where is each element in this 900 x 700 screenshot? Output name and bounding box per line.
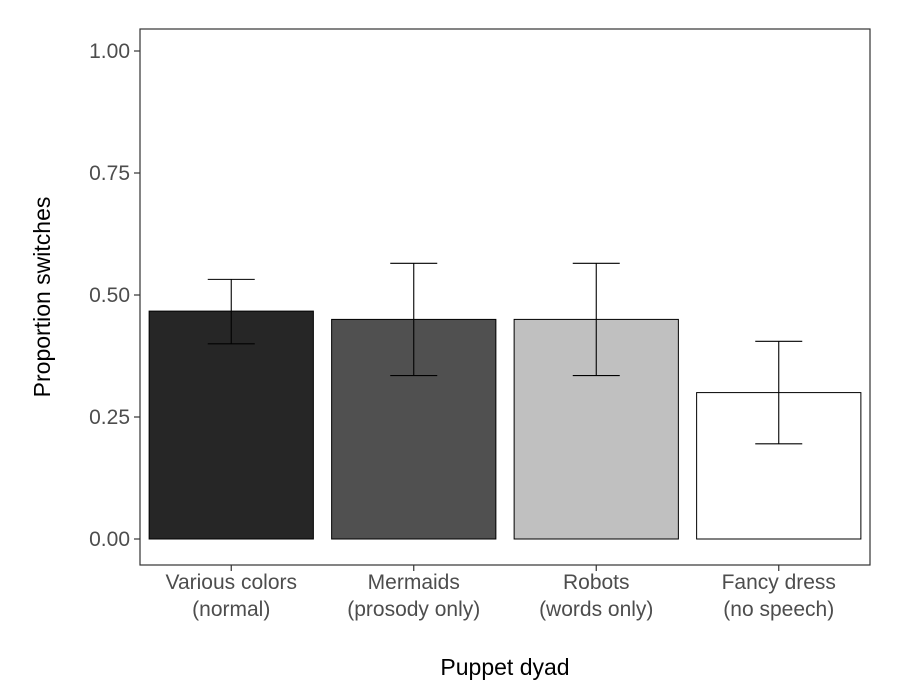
error-bars: [207, 262, 803, 445]
bar: [148, 310, 314, 540]
y-tick-label: 0.75: [89, 162, 130, 185]
error-bar: [207, 278, 255, 345]
x-axis: Various colors (normal) Mermaids (prosody o…: [166, 565, 836, 621]
y-tick-label: 0.00: [89, 528, 130, 551]
x-tick-label: Robots (words only): [539, 571, 653, 621]
y-tick-label: 0.50: [89, 284, 130, 307]
x-tick-label: Fancy dress (no speech): [722, 571, 836, 621]
y-tick-label: 0.25: [89, 406, 130, 429]
y-axis: 0.00 0.25 0.50 0.75 1.00: [89, 40, 140, 551]
error-bar: [755, 340, 803, 445]
y-tick-label: 1.00: [89, 40, 130, 63]
error-bar: [572, 262, 620, 377]
x-tick-label: Mermaids (prosody only): [347, 571, 480, 621]
error-bar: [390, 262, 438, 377]
x-axis-title: Puppet dyad: [440, 654, 569, 680]
y-axis-title: Proportion switches: [29, 197, 55, 398]
bars: [148, 310, 862, 540]
x-tick-label: Various colors (normal): [166, 571, 298, 621]
